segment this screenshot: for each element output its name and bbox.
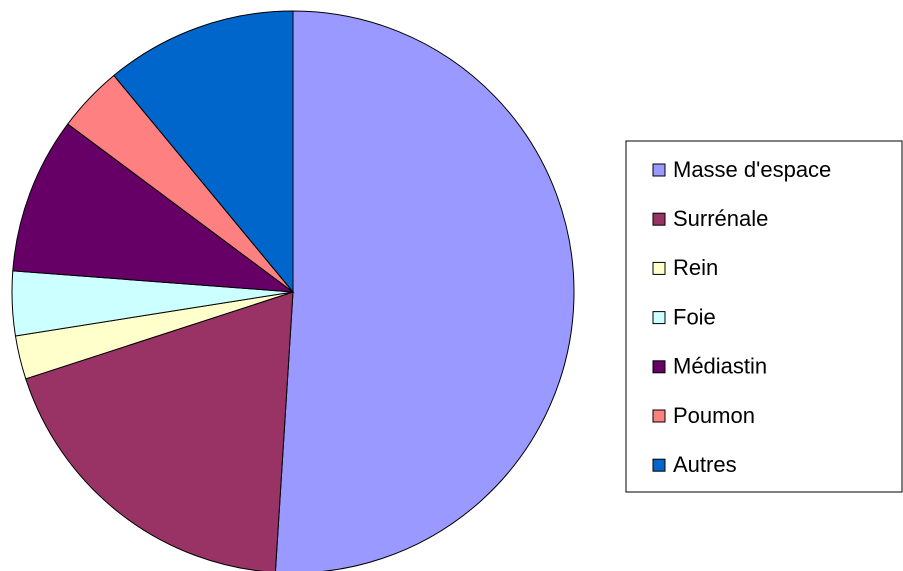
legend-swatch	[652, 212, 666, 226]
legend-label: Médiastin	[673, 354, 767, 379]
legend-label: Poumon	[673, 403, 755, 428]
legend-swatch	[652, 311, 666, 325]
legend-swatch	[652, 261, 666, 275]
legend-swatch	[652, 163, 666, 177]
legend-label: Foie	[673, 304, 716, 329]
legend-label: Autres	[673, 452, 737, 477]
pie	[11, 10, 575, 571]
pie-slice	[12, 123, 295, 293]
legend: Masse d'espace Surrénale Rein Foie Médiastin…	[652, 157, 831, 477]
pie-slice	[25, 291, 294, 571]
legend-swatch	[652, 409, 666, 423]
legend-box	[625, 140, 903, 493]
legend-label: Masse d'espace	[673, 157, 831, 182]
pie-slice	[113, 10, 294, 294]
legend-swatch	[652, 360, 666, 374]
legend-label: Rein	[673, 255, 718, 280]
legend-label: Surrénale	[673, 206, 768, 231]
pie-slice	[274, 10, 575, 571]
legend-swatch	[652, 458, 666, 472]
